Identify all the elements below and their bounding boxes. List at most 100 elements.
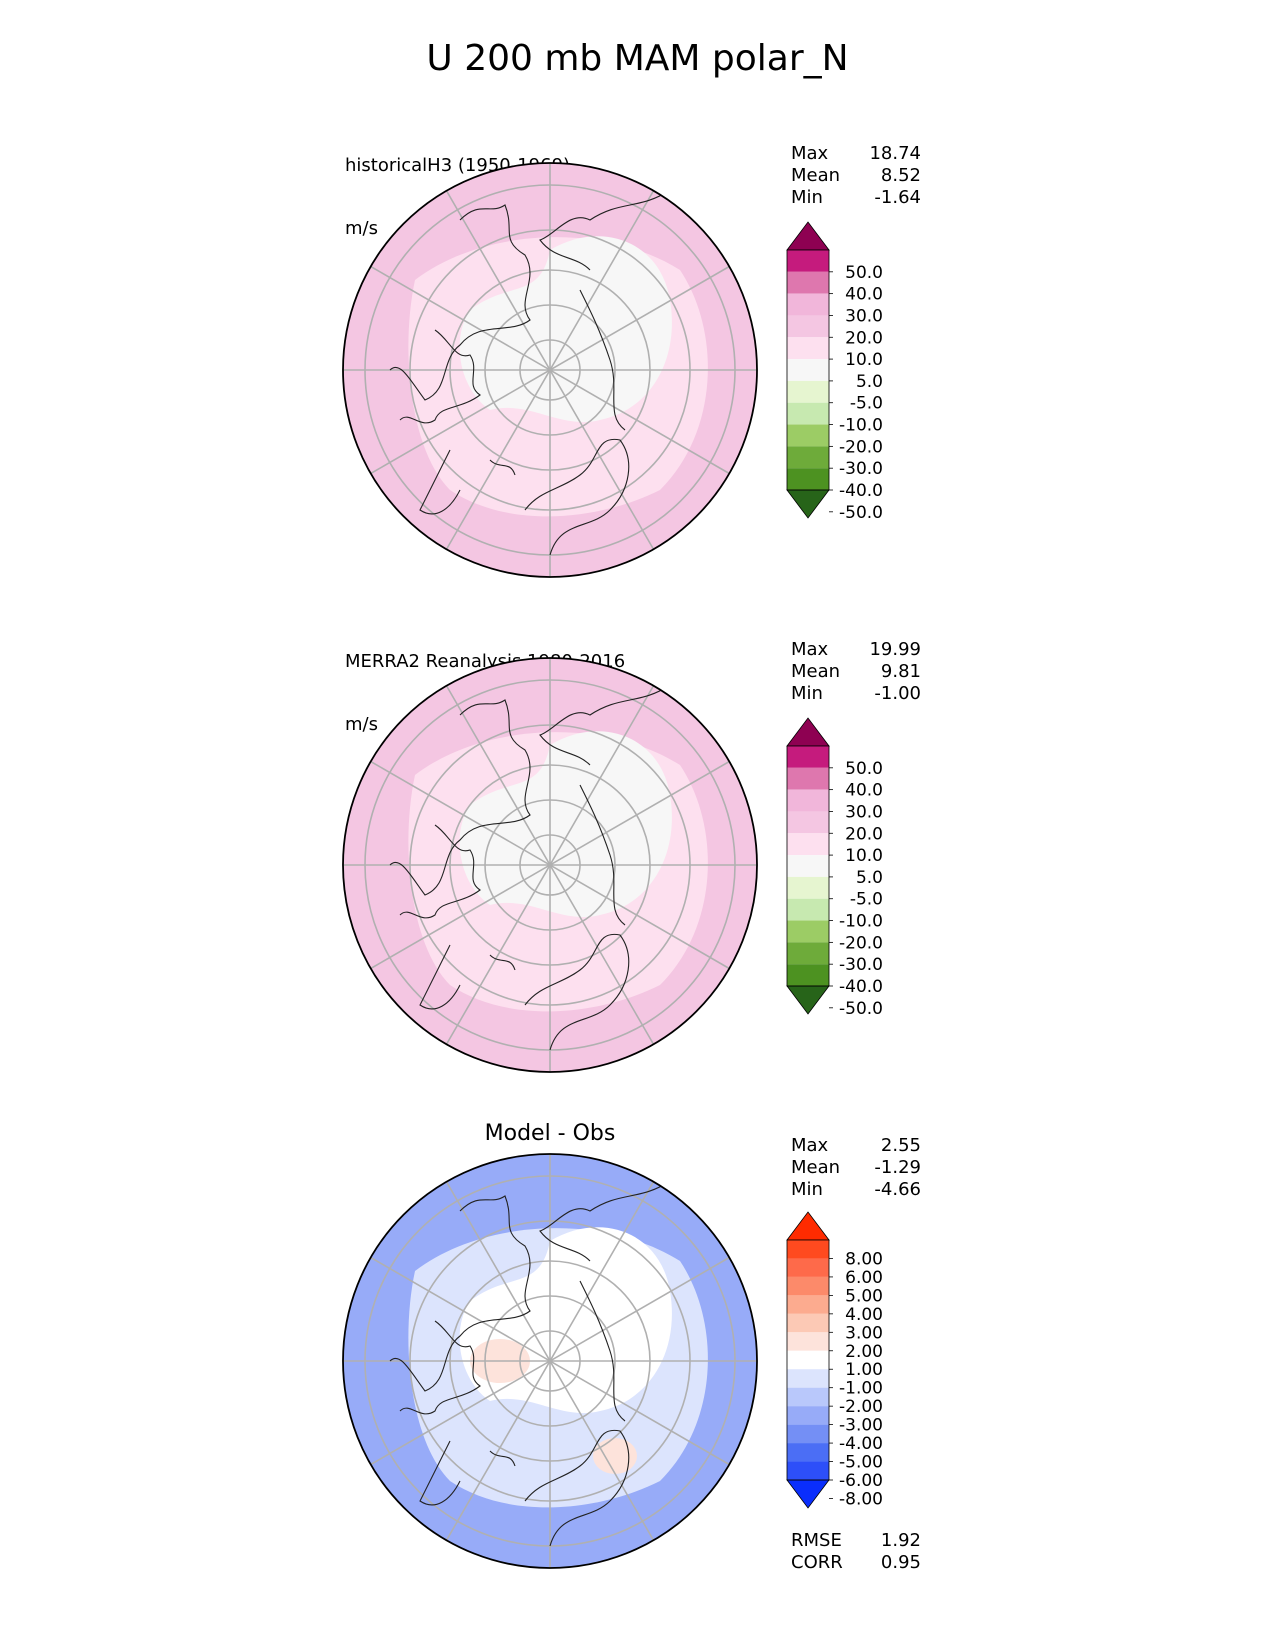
coastline-greenland [419,449,461,515]
colorbar-band-3 [787,293,829,316]
colorbar-band-9 [787,920,829,943]
colorbar-band-4 [787,1295,829,1314]
colorbar-band-10 [787,446,829,469]
colorbar-band-6 [787,359,829,381]
colorbar-tick-label: 20.0 [845,328,883,348]
colorbar-tick-label: -30.0 [839,955,883,975]
colorbar-band-10 [787,1406,829,1425]
map-outline [342,657,758,1073]
colorbar-tick-label: 5.00 [845,1286,883,1306]
colorbar-tick-label: -20.0 [839,437,883,457]
colorbar-ticks: 50.040.030.020.010.05.0-5.0-10.0-20.0-30… [829,263,883,520]
coastline-arctic-islands [399,824,481,919]
panel-1-stats: Max 18.74 Mean 8.52 Min -1.64 [791,143,921,208]
colorbar-band-3 [787,789,829,812]
coastline-arctic-islands [399,329,481,424]
colorbar-band-4 [787,811,829,834]
colorbar-ticks: 50.040.030.020.010.05.0-5.0-10.0-20.0-30… [829,759,883,1016]
coastline-east-siberia [579,784,626,926]
coastline-north-america [389,1195,531,1392]
colorbar-tick-label: 2.00 [845,1342,883,1362]
figure-title: U 200 mb MAM polar_N [426,38,849,79]
colorbar-tick-label: 8.00 [845,1249,883,1269]
colorbar-tick-label: -20.0 [839,933,883,953]
colorbar-tick-label: -3.00 [839,1416,883,1436]
colorbar-band-8 [787,402,829,425]
coastline-scandinavia [524,1429,630,1547]
colorbar-band-13 [787,1461,829,1480]
colorbar-band-6 [787,1332,829,1351]
map-outline [342,162,758,578]
colorbar-band-12 [787,1443,829,1462]
colorbar-tick-label: -5.00 [839,1453,883,1473]
colorbar-tick-label: -30.0 [839,459,883,479]
colorbar-extend-max [786,717,830,747]
panel-3-title: Model - Obs [484,1121,616,1146]
colorbar-tick-label: -50.0 [839,503,883,520]
map-field [343,163,757,577]
colorbar-tick-label: 30.0 [845,802,883,822]
panel-3-colorbar: 8.006.005.004.003.002.001.00-1.00-2.00-3… [786,1211,883,1509]
panel-2-title-line-2: m/s [345,714,378,735]
colorbar-tick-label: -10.0 [839,416,883,436]
meridian-5 [370,1256,730,1466]
coastline-east-siberia [579,289,626,431]
colorbar-extend-min [786,985,830,1015]
panel-1-polar-map [342,162,758,578]
map-field [343,658,757,1072]
colorbar-band-11 [787,1424,829,1444]
colorbar-band-7 [787,380,829,403]
colorbar-tick-label: 6.00 [845,1268,883,1288]
colorbar-frame [786,249,830,491]
colorbar-tick-label: 5.0 [856,868,883,888]
colorbar-band-6 [787,855,829,877]
coastline-siberia [539,1180,671,1262]
colorbar-band-5 [787,1313,829,1333]
colorbar-tick-label: -1.00 [839,1379,883,1399]
panel-3-stats: Max 2.55 Mean -1.29 Min -4.66 [791,1135,921,1200]
colorbar-frame [786,745,830,987]
colorbar-extend-max [786,1211,830,1241]
colorbar-band-10 [787,942,829,965]
colorbar-tick-label: 30.0 [845,306,883,326]
colorbar-band-8 [787,898,829,921]
colorbar-tick-label: -5.0 [850,890,883,910]
meridian-5 [370,760,730,970]
colorbar-tick-label: -40.0 [839,481,883,501]
colorbar-tick-label: 10.0 [845,350,883,370]
coastline-north-america [389,699,531,896]
colorbar-band-11 [787,964,829,986]
colorbar-extend-max [786,221,830,251]
colorbar-band-9 [787,1387,829,1407]
colorbar-tick-label: 40.0 [845,781,883,801]
colorbar-band-7 [787,1350,829,1370]
colorbar-bands [786,1211,830,1509]
coastline-iceland [489,954,516,971]
colorbar-band-7 [787,876,829,899]
panel-2-colorbar: 50.040.030.020.010.05.0-5.0-10.0-20.0-30… [786,717,883,1016]
panel-3-polar-map [342,1153,758,1569]
colorbar-extend-min [786,1479,830,1509]
coastline-siberia [539,684,671,766]
colorbar-band-4 [787,315,829,338]
coastline-scandinavia [524,438,630,556]
colorbar-frame [786,1239,830,1481]
colorbar-band-5 [787,833,829,856]
colorbar-band-1 [787,746,829,768]
panel-3-metrics: RMSE 1.92 CORR 0.95 [791,1530,921,1573]
coastline-greenland [419,1440,461,1506]
colorbar-bands [786,221,830,519]
coastline-east-siberia [579,1280,626,1422]
map-outline [342,1153,758,1569]
colorbar-tick-label: -2.00 [839,1397,883,1417]
coastline-scandinavia [524,933,630,1051]
colorbar-tick-label: 40.0 [845,285,883,305]
colorbar-tick-label: -40.0 [839,977,883,997]
field-positive-patch-2 [593,1438,637,1474]
colorbar-band-8 [787,1369,829,1388]
coastline-north-america [389,204,531,401]
colorbar-tick-label: 20.0 [845,824,883,844]
coastlines [389,1180,671,1547]
colorbar-band-3 [787,1276,829,1296]
field-core-band [459,731,672,918]
